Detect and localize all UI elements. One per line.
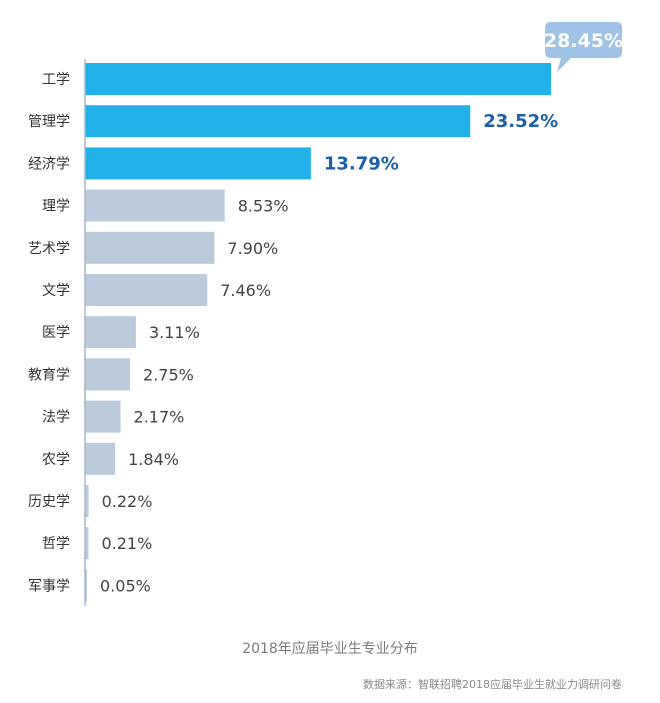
value-label: 7.90%	[227, 239, 278, 258]
value-label: 2.75%	[143, 365, 194, 384]
value-label: 28.45%	[544, 30, 623, 52]
value-label: 0.05%	[100, 576, 151, 595]
category-label: 军事学	[28, 578, 70, 594]
category-label: 历史学	[28, 494, 70, 510]
bar	[85, 400, 121, 433]
value-label: 0.22%	[102, 492, 153, 511]
bar	[85, 274, 208, 306]
bar	[85, 358, 131, 391]
bar	[85, 569, 87, 602]
bar	[85, 527, 89, 560]
value-label: 0.21%	[101, 534, 152, 553]
bar	[85, 63, 551, 95]
chart-caption: 2018年应届毕业生专业分布	[242, 641, 418, 657]
value-label: 7.46%	[220, 281, 271, 300]
category-label: 艺术学	[28, 241, 70, 257]
category-label: 教育学	[28, 367, 70, 383]
bar	[85, 442, 116, 475]
value-label: 8.53%	[238, 197, 289, 216]
value-label: 3.11%	[149, 323, 200, 342]
category-label: 法学	[42, 410, 70, 426]
value-label: 1.84%	[128, 450, 179, 469]
value-label: 2.17%	[134, 408, 185, 427]
category-label: 经济学	[28, 156, 70, 172]
bar	[85, 147, 311, 180]
category-label: 理学	[42, 199, 70, 215]
bar	[85, 189, 225, 222]
value-label: 13.79%	[324, 153, 399, 174]
value-callout	[545, 22, 622, 72]
value-label: 23.52%	[483, 111, 558, 132]
bar	[85, 485, 89, 517]
bar	[85, 316, 136, 349]
data-source-note: 数据来源：智联招聘2018应届毕业生就业力调研问卷	[363, 678, 622, 691]
category-label: 医学	[42, 325, 70, 341]
category-label: 管理学	[28, 114, 70, 130]
bar	[85, 231, 215, 264]
category-label: 哲学	[42, 536, 70, 552]
category-label: 农学	[42, 452, 70, 468]
bar	[85, 105, 471, 138]
category-label: 工学	[42, 72, 70, 88]
bar-chart: 工学 28.45% 管理学 23.52% 经济学 13.79% 理学 8.53% 艺术学 7.90…	[28, 22, 623, 606]
category-label: 文学	[42, 283, 70, 299]
